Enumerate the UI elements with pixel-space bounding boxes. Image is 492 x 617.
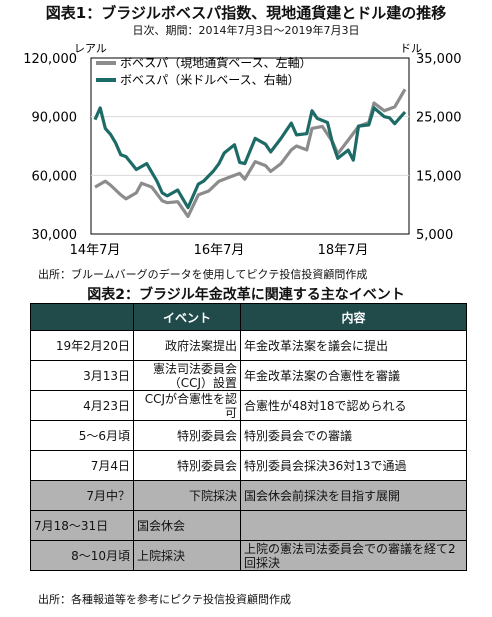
x-tick-label: 14年7月: [70, 243, 121, 258]
right-tick-label: 35,000: [416, 52, 462, 67]
cell-event: 上院採決: [133, 540, 241, 571]
legend-label-usd: ボベスパ（米ドルベース、右軸）: [120, 72, 300, 87]
chart-subtitle: 日次、期間：2014年7月3日～2019年7月3日: [132, 24, 360, 37]
table-row: 19年2月20日 政府法案提出 年金改革法案を議会に提出: [30, 330, 467, 361]
table-source-note: 出所：各種報道等を参考にピクテ投信投資顧問作成: [38, 593, 291, 606]
left-tick-label: 90,000: [32, 111, 78, 126]
right-axis-ticks: 35,000 25,000 15,000 5,000: [416, 52, 462, 243]
series-lines: [93, 88, 407, 218]
x-tick-label: 16年7月: [194, 243, 245, 258]
right-tick-label: 25,000: [416, 111, 462, 126]
table-row: 7月4日 特別委員会 特別委員会採決36対13で通過: [30, 450, 467, 481]
cell-date: 4月23日: [30, 390, 134, 421]
series-line-usd: [93, 106, 407, 210]
cell-date: 8～10月頃: [30, 540, 134, 571]
chart-source-note: 出所：ブルームバーグのデータを使用してピクテ投信投資顧問作成: [38, 268, 368, 281]
left-tick-label: 30,000: [32, 228, 78, 243]
table-header-row: イベント 内容: [30, 303, 467, 331]
table-row: 7月18～31日 国会休会: [30, 510, 467, 541]
cell-event: 下院採決: [133, 480, 241, 511]
cell-event: 国会休会: [133, 510, 241, 541]
left-axis-ticks: 120,000 90,000 60,000 30,000: [23, 52, 77, 243]
cell-date: 19年2月20日: [30, 330, 134, 361]
cell-content: 特別委員会採決36対13で通過: [240, 450, 467, 481]
chart-title: 図表1：ブラジルボベスパ指数、現地通貨建とドル建の推移: [45, 4, 447, 22]
cell-date: 5～6月頃: [30, 420, 134, 451]
left-axis-unit: レアル: [74, 42, 107, 55]
series-line-local-currency: [94, 88, 407, 218]
cell-content: 上院の憲法司法委員会での審議を経て2回採決: [240, 540, 467, 571]
legend-label-local: ボベスパ（現地通貨ベース、左軸）: [120, 55, 312, 70]
header-date: [30, 303, 134, 331]
cell-event: 特別委員会: [133, 420, 241, 451]
cell-content: 年金改革法案を議会に提出: [240, 330, 467, 361]
table-row: 8～10月頃 上院採決 上院の憲法司法委員会での審議を経て2回採決: [30, 540, 467, 571]
table-row: 4月23日 CCJが合憲性を認可 合憲性が48対18で認められる: [30, 390, 467, 421]
cell-date: 3月13日: [30, 360, 134, 391]
left-tick-label: 60,000: [32, 169, 78, 184]
cell-date: 7月中？: [30, 480, 134, 511]
cell-content: 国会休会前採決を目指す展開: [240, 480, 467, 511]
events-table: イベント 内容 19年2月20日 政府法案提出 年金改革法案を議会に提出 3月1…: [30, 303, 467, 571]
right-tick-label: 5,000: [416, 228, 453, 243]
cell-event: 政府法案提出: [133, 330, 241, 361]
table-row: 5～6月頃 特別委員会 特別委員会での審議: [30, 420, 467, 451]
plot-frame: [90, 57, 410, 235]
cell-date: 7月4日: [30, 450, 134, 481]
cell-event: 憲法司法委員会（CCJ）設置: [133, 360, 241, 391]
table-row: 7月中？ 下院採決 国会休会前採決を目指す展開: [30, 480, 467, 511]
line-chart: ボベスパ（現地通貨ベース、左軸） ボベスパ（米ドルベース、右軸） レアル ドル …: [23, 42, 462, 258]
header-content: 内容: [240, 303, 467, 331]
cell-content: 合憲性が48対18で認められる: [240, 390, 467, 421]
right-tick-label: 15,000: [416, 169, 462, 184]
header-event: イベント: [133, 303, 241, 331]
table-row: 3月13日 憲法司法委員会（CCJ）設置 年金改革法案の合憲性を審議: [30, 360, 467, 391]
cell-event: 特別委員会: [133, 450, 241, 481]
cell-content: 年金改革法案の合憲性を審議: [240, 360, 467, 391]
table-title: 図表2：ブラジル年金改革に関連する主なイベント: [87, 287, 405, 303]
cell-content: [240, 510, 467, 541]
cell-date: 7月18～31日: [30, 510, 134, 541]
cell-event: CCJが合憲性を認可: [133, 390, 241, 421]
x-axis-ticks: 14年7月 16年7月 18年7月: [70, 243, 369, 258]
left-tick-label: 120,000: [23, 52, 77, 67]
legend: ボベスパ（現地通貨ベース、左軸） ボベスパ（米ドルベース、右軸）: [96, 55, 312, 87]
cell-content: 特別委員会での審議: [240, 420, 467, 451]
x-tick-label: 18年7月: [318, 243, 369, 258]
right-axis-unit: ドル: [400, 42, 422, 55]
grid: [91, 116, 409, 176]
